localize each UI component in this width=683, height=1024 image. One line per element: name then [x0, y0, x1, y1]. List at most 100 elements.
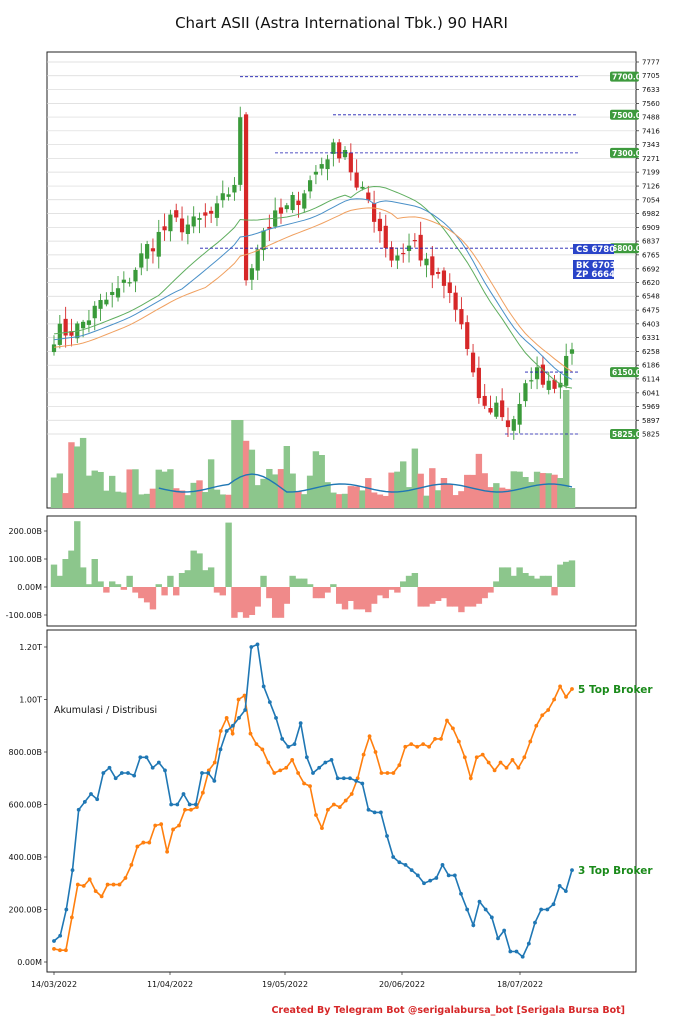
data-point — [75, 882, 80, 887]
volume-bar — [85, 475, 93, 508]
candle-body — [372, 203, 377, 222]
volume-bar — [120, 492, 128, 508]
price-tick-label: 6475 — [642, 307, 660, 315]
data-point — [89, 792, 93, 796]
candle-body — [313, 171, 319, 175]
volume-bar — [219, 494, 226, 508]
level-tag — [610, 429, 639, 439]
volume-bar — [440, 478, 448, 508]
candle-body — [406, 245, 412, 251]
candle-body — [453, 292, 458, 310]
data-point — [367, 734, 372, 739]
volume-bar — [475, 453, 483, 508]
candle-body — [500, 400, 505, 418]
volume-bar — [173, 488, 180, 508]
volume-bar — [382, 495, 389, 508]
data-point — [317, 765, 322, 770]
price-tick-label: 6765 — [642, 251, 660, 259]
candle-body — [470, 352, 476, 373]
volume-bar — [68, 442, 75, 508]
price-tick-label: 7560 — [642, 100, 660, 108]
data-point — [397, 860, 402, 865]
flow-bar — [306, 584, 314, 587]
volume-bar — [260, 478, 267, 508]
flow-bar — [341, 587, 349, 610]
volume-bar — [429, 468, 436, 508]
data-point — [123, 876, 128, 880]
data-point — [483, 907, 488, 912]
date-tick-label: 19/05/2022 — [262, 980, 308, 989]
data-point — [117, 882, 122, 887]
volume-bar — [295, 491, 302, 508]
flow-bar — [295, 578, 302, 587]
data-point — [144, 755, 149, 760]
data-point — [52, 946, 56, 951]
data-point — [58, 933, 63, 938]
flow-bar — [539, 575, 547, 587]
acc-tick-label: 1.00T — [19, 696, 42, 705]
date-tick-label: 18/07/2022 — [497, 980, 543, 989]
data-point — [378, 810, 383, 815]
flow-bar — [68, 550, 75, 587]
data-point — [93, 889, 98, 894]
candle-body — [395, 255, 400, 261]
flow-bar — [126, 575, 133, 587]
data-point — [480, 752, 485, 757]
volume-bar — [469, 474, 477, 508]
flow-bar — [481, 587, 488, 599]
volume-bar — [493, 483, 500, 508]
data-point — [474, 755, 479, 760]
data-point — [440, 862, 445, 867]
series-5-top-broker-points — [52, 684, 574, 953]
volume-bar — [405, 487, 413, 508]
volume-bar — [248, 449, 256, 508]
candle-body — [243, 114, 249, 281]
price-tick-label: 6403 — [642, 320, 660, 328]
data-point — [200, 771, 204, 775]
data-point — [274, 715, 278, 720]
volume-bar — [231, 420, 238, 508]
data-point — [337, 805, 342, 810]
candle-body — [307, 180, 313, 192]
volume-average-line — [158, 473, 573, 493]
data-point — [439, 736, 443, 741]
candle-body — [110, 291, 115, 295]
data-point — [129, 862, 134, 867]
candle-body — [389, 247, 394, 261]
series-label: 5 Top Broker — [578, 684, 653, 696]
candle-body — [98, 300, 103, 309]
flow-bar — [219, 587, 226, 596]
indicator-label: ZP 6664 — [576, 270, 615, 280]
data-point — [87, 877, 92, 882]
candle-body — [436, 271, 441, 274]
flow-tick-label: -100.00B — [6, 611, 42, 620]
candle-body — [534, 367, 540, 380]
price-tick-label: 5897 — [642, 417, 660, 425]
flow-bar — [562, 561, 570, 587]
flow-bar — [213, 587, 221, 593]
data-point — [101, 771, 106, 775]
flow-bar — [62, 559, 69, 587]
volume-bar — [109, 475, 116, 508]
data-point — [409, 742, 414, 747]
flow-bar — [405, 575, 413, 587]
candle-body — [284, 205, 289, 210]
volume-bar — [306, 475, 314, 508]
candle-body — [546, 380, 551, 390]
data-point — [329, 757, 334, 762]
volume-bar — [91, 470, 98, 508]
data-point — [107, 765, 112, 770]
data-point — [280, 736, 285, 741]
data-point — [540, 713, 545, 718]
flow-bar — [487, 587, 494, 593]
data-point — [163, 768, 167, 773]
data-point — [193, 802, 198, 807]
data-point — [150, 765, 155, 770]
flow-bar — [400, 581, 407, 587]
volume-bar — [568, 488, 576, 508]
flow-bar — [464, 587, 471, 607]
flow-bar — [411, 573, 419, 587]
data-point — [468, 776, 473, 781]
data-point — [248, 731, 253, 736]
volume-bar — [155, 469, 162, 508]
